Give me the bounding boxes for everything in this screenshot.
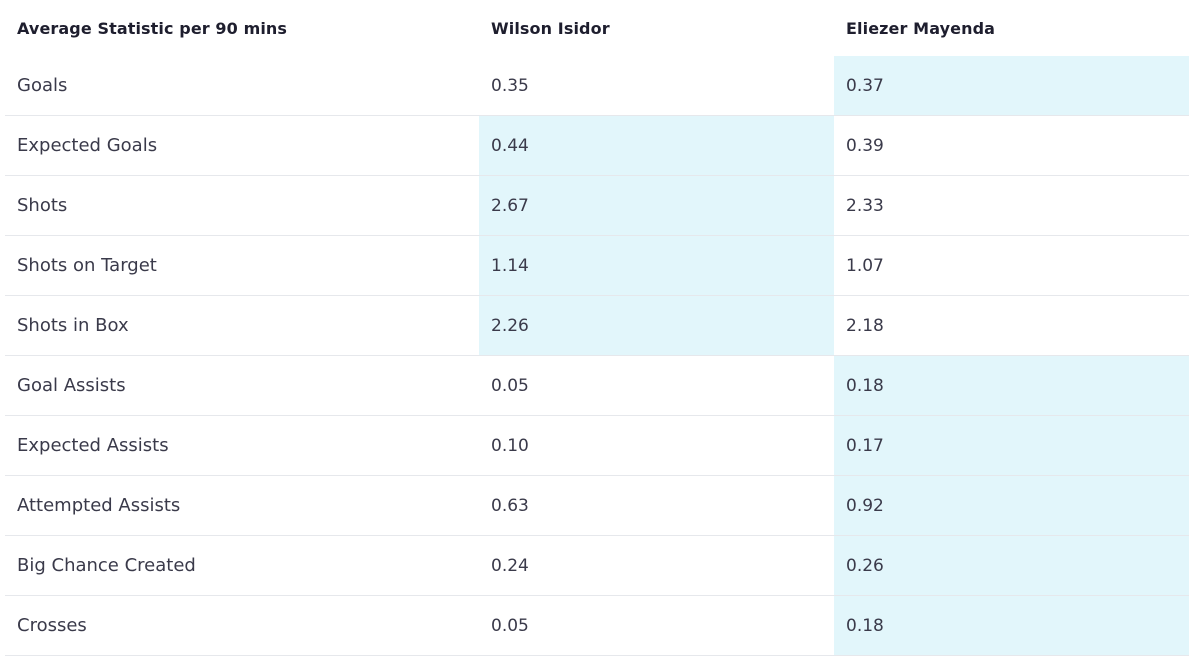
player-b-value-cell: 0.18 <box>834 596 1189 655</box>
table-row: Shots on Target 1.14 1.07 <box>5 236 1189 296</box>
table-row: Goals 0.35 0.37 <box>5 56 1189 116</box>
stat-name-cell: Expected Goals <box>17 135 158 156</box>
table-row: Expected Assists 0.10 0.17 <box>5 416 1189 476</box>
player-b-value-cell: 0.39 <box>846 135 884 156</box>
stat-name-cell: Shots in Box <box>17 315 129 336</box>
table-row: Big Chance Created 0.24 0.26 <box>5 536 1189 596</box>
player-a-column-header: Wilson Isidor <box>491 18 610 38</box>
player-a-value-cell: 0.05 <box>491 375 529 396</box>
table-header-row: Average Statistic per 90 mins Wilson Isi… <box>0 0 1200 56</box>
player-b-value-cell: 2.18 <box>846 315 884 336</box>
player-a-value-cell: 1.14 <box>479 236 834 295</box>
table-body: Goals 0.35 0.37 Expected Goals 0.44 0.39 Shots… <box>0 56 1200 656</box>
stat-name-cell: Goal Assists <box>17 375 126 396</box>
stat-name-cell: Shots <box>17 195 68 216</box>
table-row: Crosses 0.05 0.18 <box>5 596 1189 656</box>
stat-name-cell: Expected Assists <box>17 435 169 456</box>
player-a-value-cell: 0.10 <box>491 435 529 456</box>
table-row: Shots in Box 2.26 2.18 <box>5 296 1189 356</box>
player-a-value-cell: 0.63 <box>491 495 529 516</box>
table-row: Shots 2.67 2.33 <box>5 176 1189 236</box>
stat-name-cell: Crosses <box>17 615 87 636</box>
stat-name-cell: Attempted Assists <box>17 495 181 516</box>
player-b-column-header: Eliezer Mayenda <box>846 18 996 38</box>
player-a-value-cell: 2.67 <box>479 176 834 235</box>
player-a-value-cell: 2.26 <box>479 296 834 355</box>
table-row: Expected Goals 0.44 0.39 <box>5 116 1189 176</box>
player-b-value-cell: 1.07 <box>846 255 884 276</box>
player-b-value-cell: 0.92 <box>834 476 1189 535</box>
stat-name-cell: Goals <box>17 75 68 96</box>
table-row: Goal Assists 0.05 0.18 <box>5 356 1189 416</box>
player-b-value-cell: 0.26 <box>834 536 1189 595</box>
player-a-value-cell: 0.05 <box>491 615 529 636</box>
player-a-value-cell: 0.35 <box>491 75 529 96</box>
stat-name-cell: Big Chance Created <box>17 555 196 576</box>
player-b-value-cell: 0.17 <box>834 416 1189 475</box>
stat-column-header: Average Statistic per 90 mins <box>17 18 288 38</box>
player-a-value-cell: 0.24 <box>491 555 529 576</box>
table-row: Attempted Assists 0.63 0.92 <box>5 476 1189 536</box>
stat-name-cell: Shots on Target <box>17 255 157 276</box>
player-b-value-cell: 2.33 <box>846 195 884 216</box>
player-b-value-cell: 0.18 <box>834 356 1189 415</box>
player-b-value-cell: 0.37 <box>834 56 1189 115</box>
player-a-value-cell: 0.44 <box>479 116 834 175</box>
